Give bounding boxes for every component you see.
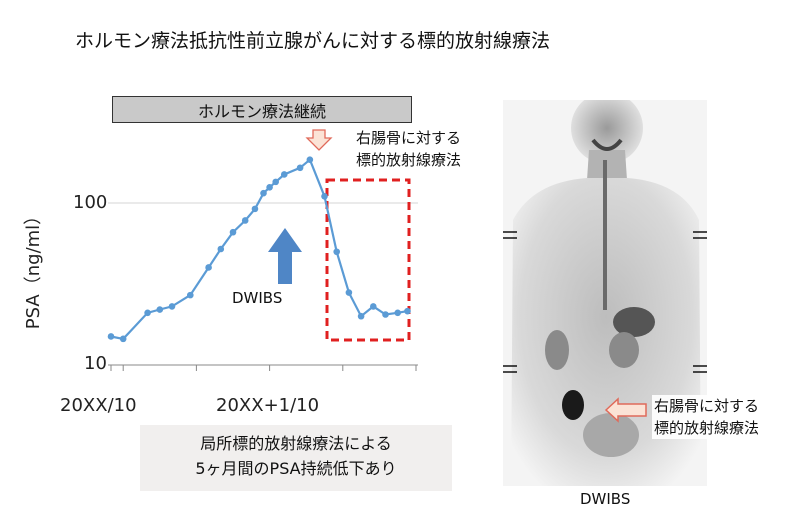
psa-data-point (370, 303, 377, 310)
psa-points (107, 156, 411, 343)
psa-data-point (266, 184, 273, 191)
x-tick-label-20xx1-10: 20XX+1/10 (216, 395, 320, 416)
psa-data-point (205, 264, 212, 271)
page-title: ホルモン療法抵抗性前立腺がんに対する標的放射線療法 (75, 30, 551, 52)
psa-data-point (272, 178, 280, 186)
psa-data-point (357, 312, 365, 320)
psa-data-point (168, 303, 176, 310)
psa-data-point (156, 306, 164, 313)
psa-data-point (404, 307, 411, 315)
treatment-annotation: 右腸骨に対する 標的放射線療法 (356, 127, 461, 171)
psa-data-point (333, 248, 341, 256)
psa-data-point (187, 291, 194, 299)
psa-data-point (251, 205, 259, 213)
psa-data-point (321, 192, 328, 200)
psa-data-point (241, 217, 249, 224)
y-tick-label-100: 100 (73, 192, 108, 213)
scan-caption: DWIBS (580, 490, 631, 508)
treatment-period-highlight (325, 178, 411, 342)
scan-annotation-line-2: 標的放射線療法 (654, 419, 760, 437)
psa-data-point (260, 189, 267, 197)
psa-data-point (144, 309, 151, 317)
psa-data-point (217, 245, 225, 253)
y-tick-label-10: 10 (84, 353, 107, 374)
x-tick-label-20xx-10: 20XX/10 (60, 395, 137, 416)
scan-treatment-annotation: 右腸骨に対する 標的放射線療法 (652, 395, 799, 439)
hormone-therapy-bar: ホルモン療法継続 (112, 96, 412, 123)
psa-data-point (119, 335, 127, 343)
psa-data-point (280, 171, 288, 178)
psa-series (110, 157, 408, 341)
treatment-down-arrow-icon (305, 129, 333, 151)
summary-box: 局所標的放射線療法による 5ヶ月間のPSA持続低下あり (140, 425, 452, 491)
dwibs-annotation: DWIBS (232, 289, 283, 307)
axes (108, 364, 418, 371)
treatment-annotation-line-2: 標的放射線療法 (356, 151, 462, 169)
psa-data-point (345, 289, 353, 296)
psa-data-point (229, 228, 237, 236)
psa-data-point (306, 156, 314, 164)
psa-data-point (394, 309, 402, 317)
hormone-therapy-label: ホルモン療法継続 (197, 101, 326, 121)
psa-data-point (296, 164, 304, 172)
scan-annotation-line-1: 右腸骨に対する (654, 397, 760, 415)
psa-data-point (107, 333, 115, 340)
treatment-annotation-line-1: 右腸骨に対する (356, 129, 462, 147)
dwibs-up-arrow-icon (268, 228, 302, 284)
psa-series-line (110, 157, 408, 341)
psa-data-point (382, 311, 389, 318)
summary-line-1: 局所標的放射線療法による (200, 434, 392, 453)
summary-line-2: 5ヶ月間のPSA持続低下あり (195, 459, 397, 478)
